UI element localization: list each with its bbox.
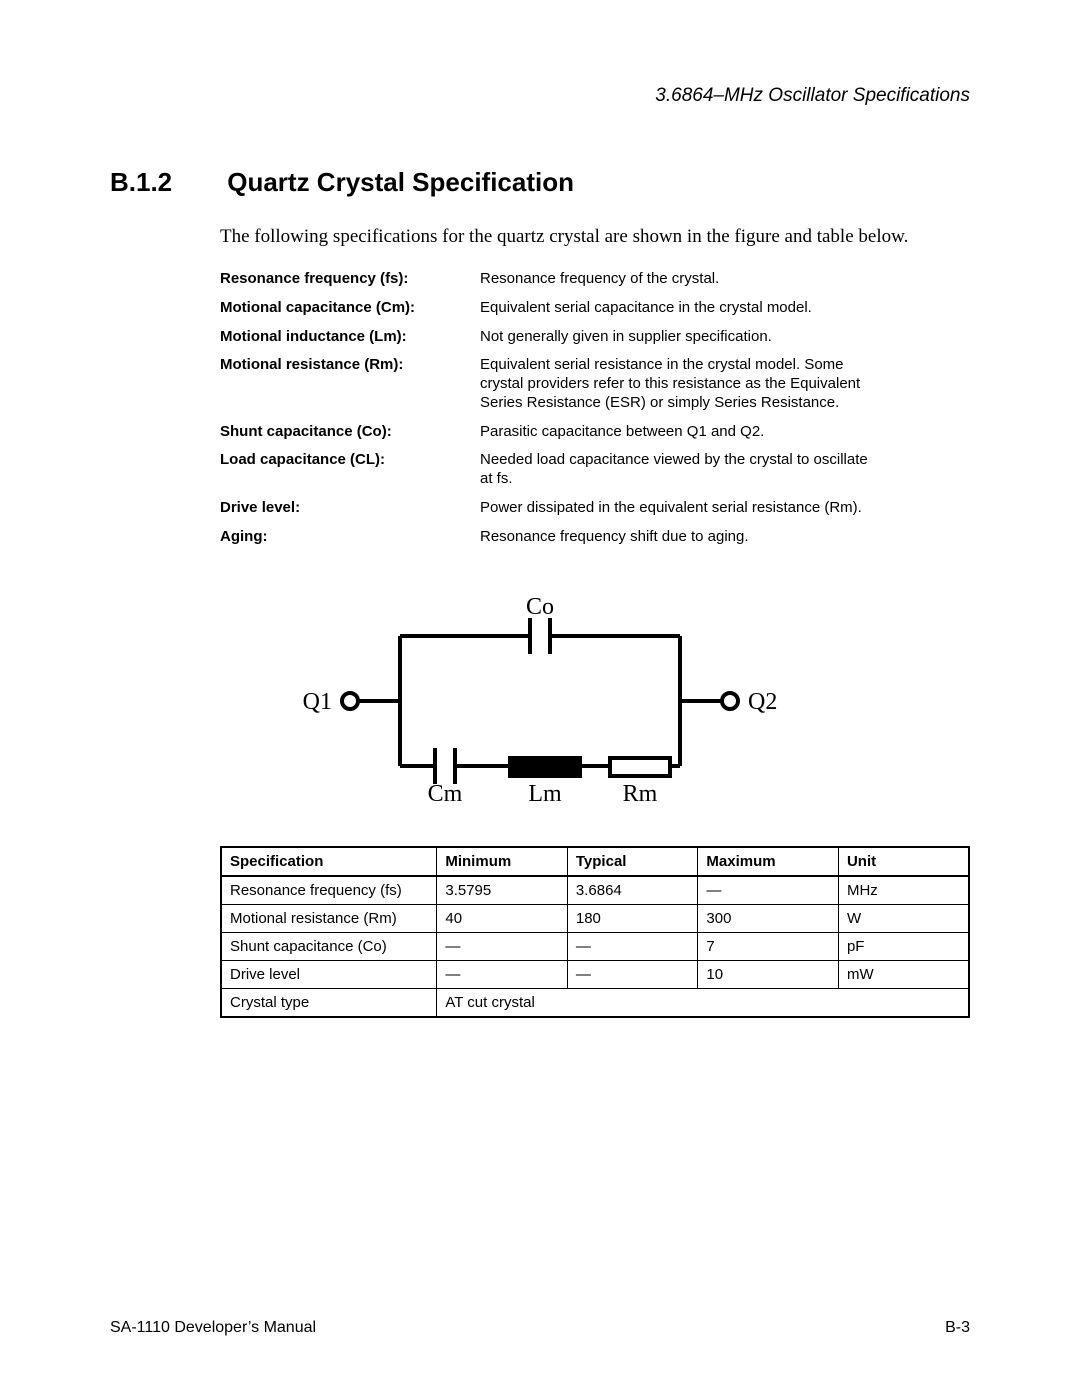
table-cell: 7 <box>698 933 839 961</box>
definition-row: Resonance frequency (fs):Resonance frequ… <box>220 270 880 289</box>
definition-description: Resonance frequency of the crystal. <box>480 270 880 289</box>
table-header: Typical <box>567 847 698 876</box>
table-cell: — <box>698 876 839 905</box>
running-head: 3.6864–MHz Oscillator Specifications <box>110 85 970 107</box>
definition-term: Motional capacitance (Cm): <box>220 299 480 318</box>
table-cell: — <box>437 933 568 961</box>
label-co: Co <box>526 594 554 620</box>
definition-row: Load capacitance (CL):Needed load capaci… <box>220 451 880 489</box>
table-row: Motional resistance (Rm)40180300W <box>221 905 969 933</box>
section-heading: B.1.2 Quartz Crystal Specification <box>110 167 970 198</box>
definitions-list: Resonance frequency (fs):Resonance frequ… <box>220 270 880 546</box>
table-cell: 40 <box>437 905 568 933</box>
definition-term: Aging: <box>220 528 480 547</box>
table-cell: Crystal type <box>221 989 437 1018</box>
label-cm: Cm <box>428 781 463 807</box>
table-cell: 300 <box>698 905 839 933</box>
table-row: Crystal typeAT cut crystal <box>221 989 969 1018</box>
table-cell: AT cut crystal <box>437 989 969 1018</box>
definition-term: Resonance frequency (fs): <box>220 270 480 289</box>
label-q2: Q2 <box>748 689 777 715</box>
table-header: Specification <box>221 847 437 876</box>
label-q1: Q1 <box>303 689 332 715</box>
definition-row: Motional inductance (Lm):Not generally g… <box>220 328 880 347</box>
definition-row: Shunt capacitance (Co):Parasitic capacit… <box>220 423 880 442</box>
definition-term: Shunt capacitance (Co): <box>220 423 480 442</box>
footer-left: SA-1110 Developer’s Manual <box>110 1319 316 1337</box>
definition-term: Motional resistance (Rm): <box>220 356 480 412</box>
spec-table: SpecificationMinimumTypicalMaximumUnitRe… <box>220 846 970 1018</box>
table-header: Maximum <box>698 847 839 876</box>
intro-paragraph: The following specifications for the qua… <box>220 226 970 248</box>
definition-description: Needed load capacitance viewed by the cr… <box>480 451 880 489</box>
circuit-diagram-wrap: Co Q1 Q2 Cm Lm Rm <box>110 586 970 816</box>
label-lm: Lm <box>528 781 562 807</box>
page: 3.6864–MHz Oscillator Specifications B.1… <box>0 0 1080 1397</box>
definition-description: Equivalent serial capacitance in the cry… <box>480 299 880 318</box>
definition-term: Drive level: <box>220 499 480 518</box>
table-cell: pF <box>838 933 969 961</box>
definition-term: Load capacitance (CL): <box>220 451 480 489</box>
table-cell: Shunt capacitance (Co) <box>221 933 437 961</box>
table-cell: Motional resistance (Rm) <box>221 905 437 933</box>
table-row: Drive level——10mW <box>221 961 969 989</box>
section-title: Quartz Crystal Specification <box>227 167 574 197</box>
definition-row: Motional resistance (Rm):Equivalent seri… <box>220 356 880 412</box>
table-cell: Drive level <box>221 961 437 989</box>
table-cell: W <box>838 905 969 933</box>
definition-description: Equivalent serial resistance in the crys… <box>480 356 880 412</box>
table-cell: — <box>567 961 698 989</box>
definition-description: Parasitic capacitance between Q1 and Q2. <box>480 423 880 442</box>
definition-description: Resonance frequency shift due to aging. <box>480 528 880 547</box>
footer-right: B-3 <box>945 1319 970 1337</box>
definition-description: Not generally given in supplier specific… <box>480 328 880 347</box>
table-cell: — <box>437 961 568 989</box>
circuit-diagram: Co Q1 Q2 Cm Lm Rm <box>300 586 780 816</box>
table-cell: 10 <box>698 961 839 989</box>
table-row: Resonance frequency (fs)3.57953.6864—MHz <box>221 876 969 905</box>
definition-row: Drive level:Power dissipated in the equi… <box>220 499 880 518</box>
table-cell: MHz <box>838 876 969 905</box>
table-cell: 180 <box>567 905 698 933</box>
label-rm: Rm <box>623 781 658 807</box>
table-header: Minimum <box>437 847 568 876</box>
table-header: Unit <box>838 847 969 876</box>
table-cell: 3.6864 <box>567 876 698 905</box>
page-footer: SA-1110 Developer’s Manual B-3 <box>110 1319 970 1337</box>
definition-row: Aging:Resonance frequency shift due to a… <box>220 528 880 547</box>
table-cell: 3.5795 <box>437 876 568 905</box>
definition-row: Motional capacitance (Cm):Equivalent ser… <box>220 299 880 318</box>
table-cell: — <box>567 933 698 961</box>
definition-term: Motional inductance (Lm): <box>220 328 480 347</box>
table-cell: mW <box>838 961 969 989</box>
section-number: B.1.2 <box>110 167 220 198</box>
definition-description: Power dissipated in the equivalent seria… <box>480 499 880 518</box>
table-row: Shunt capacitance (Co)——7pF <box>221 933 969 961</box>
table-cell: Resonance frequency (fs) <box>221 876 437 905</box>
